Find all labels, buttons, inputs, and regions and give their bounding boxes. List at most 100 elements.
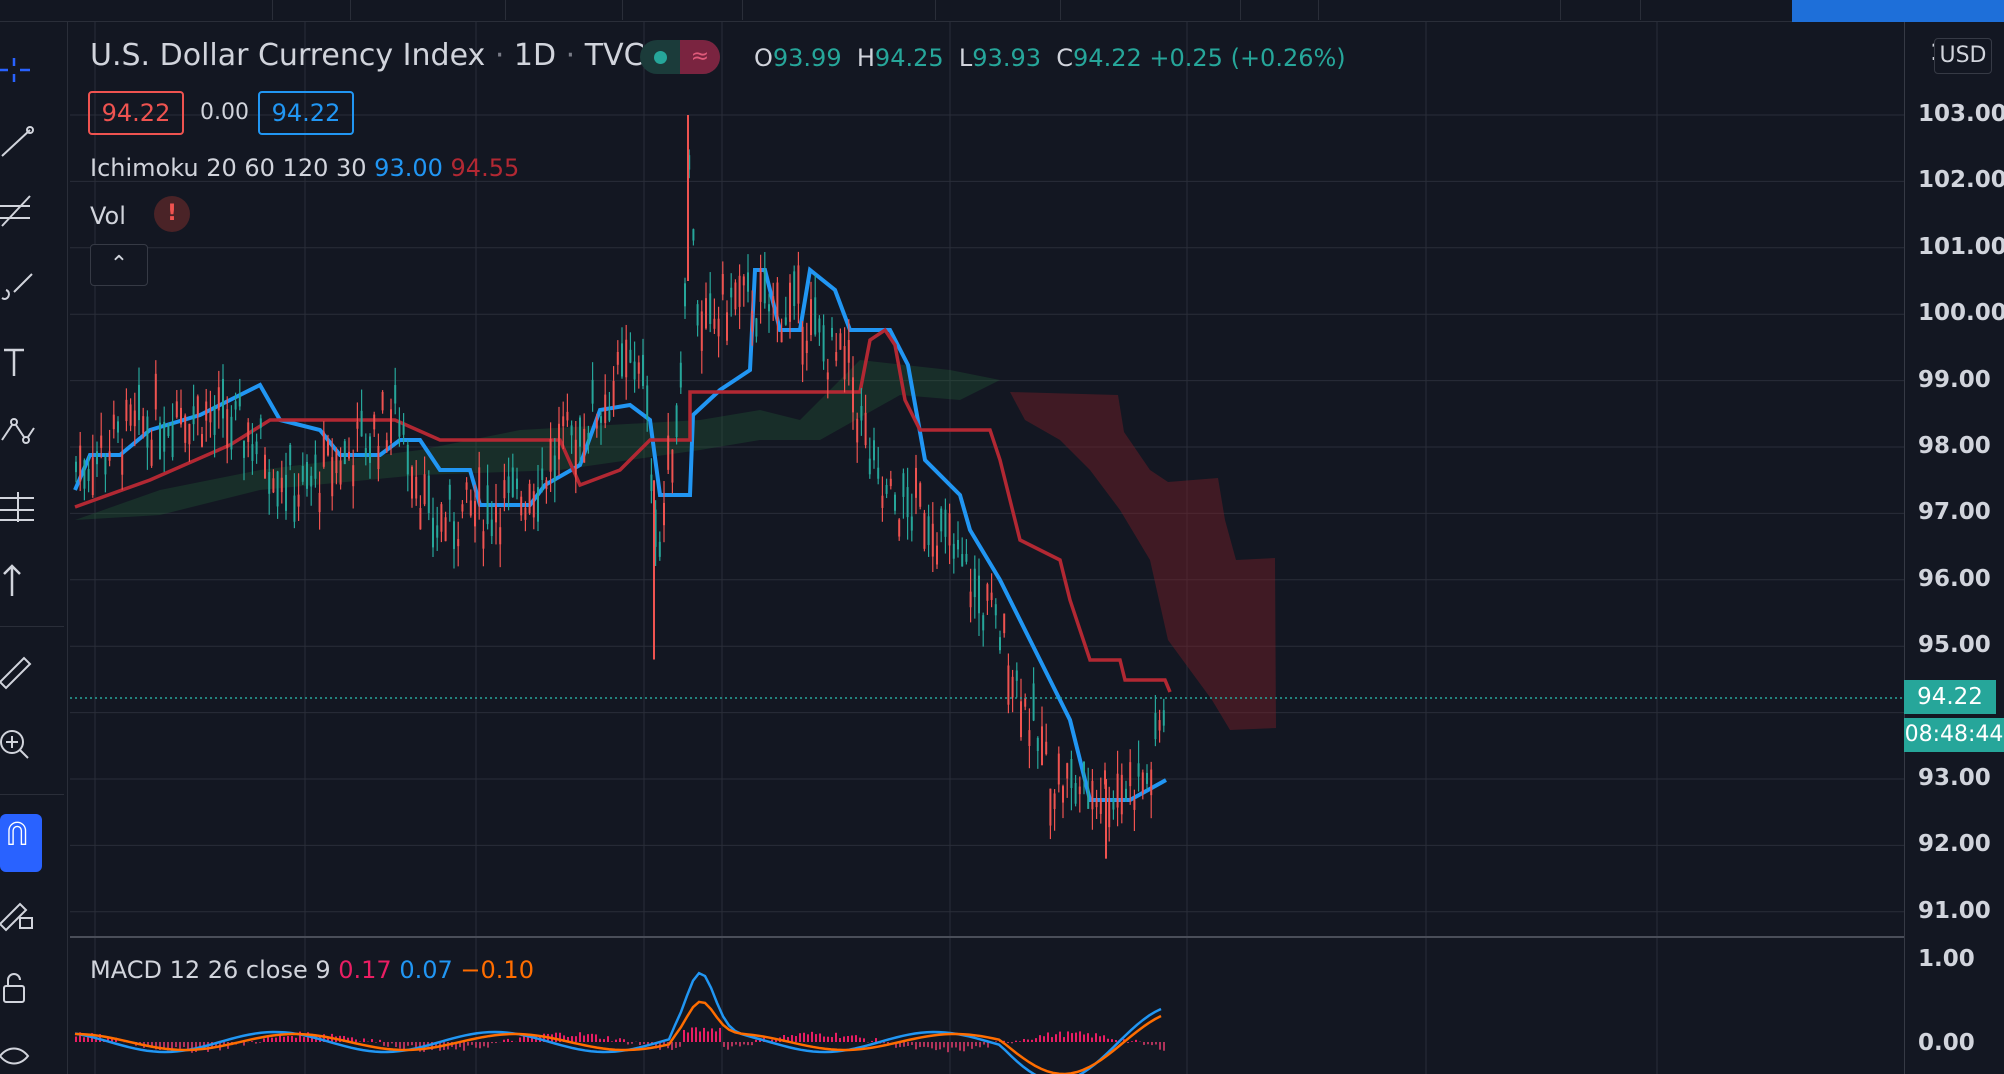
candle-body [331,457,334,497]
candle-body [973,568,976,598]
candle-body [625,339,628,378]
macd-histogram-bar [471,1042,473,1045]
symbol-title[interactable]: U.S. Dollar Currency Index · 1D · TVC [90,38,645,73]
macd-histogram-bar [359,1041,361,1042]
candle-body [667,435,670,470]
candle-body [516,478,518,490]
candle-body [692,229,695,241]
macd-histogram-bar [1147,1042,1149,1045]
macd-histogram-bar [819,1033,821,1042]
macd-histogram-bar [843,1036,845,1042]
currency-button[interactable]: USD [1934,38,1992,74]
macd-legend[interactable]: MACD 12 26 close 9 0.17 0.07 −0.10 [90,956,534,984]
macd-histogram-bar [495,1042,497,1044]
macd-histogram-bar [147,1042,149,1046]
macd-histogram-bar [811,1031,813,1042]
price-scale[interactable] [1904,22,2004,1074]
macd-histogram-bar [299,1031,301,1042]
macd-histogram-bar [287,1036,289,1042]
candle-body [700,311,703,351]
macd-histogram-bar [323,1034,325,1042]
macd-histogram-bar [615,1039,617,1042]
candle-body [75,461,77,473]
candle-body [831,327,833,337]
candle-body [327,440,329,456]
candle-body [335,451,338,474]
unlock-icon[interactable] [0,968,40,1008]
candle-body [171,422,174,458]
candle-body [1049,788,1052,826]
candle-body [343,441,346,465]
macd-histogram-bar [927,1042,929,1048]
macd-histogram-bar [411,1042,413,1046]
change-percent: (+0.26%) [1230,44,1346,72]
candle-body [1057,753,1060,785]
candle-body [999,637,1001,651]
candle-body [96,451,98,465]
candle-body [696,304,699,326]
magnet-icon[interactable] [0,814,42,872]
pattern-icon[interactable] [0,412,40,452]
publish-button[interactable] [1792,0,2004,22]
candle-body [159,422,161,460]
macd-histogram-bar [971,1042,973,1049]
trend-line-icon[interactable] [0,122,40,162]
macd-histogram-bar [195,1042,197,1052]
prediction-icon[interactable] [0,484,40,524]
market-status-toggle[interactable]: ≈ [640,40,720,74]
candle-body [419,508,422,530]
candle-body [721,274,724,295]
volume-legend[interactable]: Vol [90,202,126,230]
candle-body [671,449,674,483]
candle-body [663,502,665,526]
open-value: 93.99 [772,44,842,72]
sell-button[interactable]: 94.22 [88,91,184,135]
macd-histogram-bar [295,1037,297,1042]
macd-histogram-bar [855,1035,857,1042]
macd-histogram-bar [175,1042,177,1048]
macd-histogram-bar [1115,1039,1117,1042]
brush-icon[interactable] [0,268,40,308]
macd-histogram-bar [639,1042,641,1046]
candle-body [726,312,728,341]
macd-histogram-bar [831,1037,833,1042]
macd-histogram-bar [579,1032,581,1042]
macd-histogram-bar [715,1031,717,1042]
fib-icon[interactable] [0,192,40,232]
eye-icon[interactable] [0,1034,40,1074]
candle-body [1036,737,1039,751]
lock-drawing-icon[interactable] [0,894,40,934]
collapse-legend-button[interactable]: ⌃ [90,244,148,286]
ruler-icon[interactable] [0,652,40,692]
ichimoku-legend[interactable]: Ichimoku 20 60 120 30 93.00 94.55 [90,154,519,182]
macd-histogram-bar [827,1036,829,1042]
candle-body [1162,710,1165,726]
candle-body [507,476,510,493]
candle-body [1007,665,1010,705]
candle-body [255,441,258,455]
buy-button[interactable]: 94.22 [258,91,354,135]
macd-histogram-bar [691,1027,693,1042]
candle-body [453,521,455,549]
price-chart[interactable] [70,22,1904,1074]
crosshair-icon[interactable] [0,50,40,90]
price-tick: 92.00 [1918,831,1991,858]
macd-histogram-bar [1023,1038,1025,1042]
candle-body [1146,772,1148,784]
warning-icon[interactable]: ! [154,196,190,232]
candle-body [415,476,418,499]
macd-histogram-bar [703,1027,705,1042]
zoom-in-icon[interactable] [0,724,40,764]
candle-body [591,379,594,404]
macd-histogram-bar [935,1042,937,1051]
macd-histogram-bar [839,1038,841,1042]
macd-histogram-bar [1163,1042,1165,1051]
macd-histogram-bar [583,1035,585,1042]
text-icon[interactable] [0,342,40,382]
candle-body [268,472,271,494]
macd-histogram-bar [771,1039,773,1042]
arrow-icon[interactable] [0,560,40,600]
macd-histogram-bar [399,1042,401,1049]
candle-body [885,484,888,494]
macd-histogram-bar [1051,1037,1053,1042]
